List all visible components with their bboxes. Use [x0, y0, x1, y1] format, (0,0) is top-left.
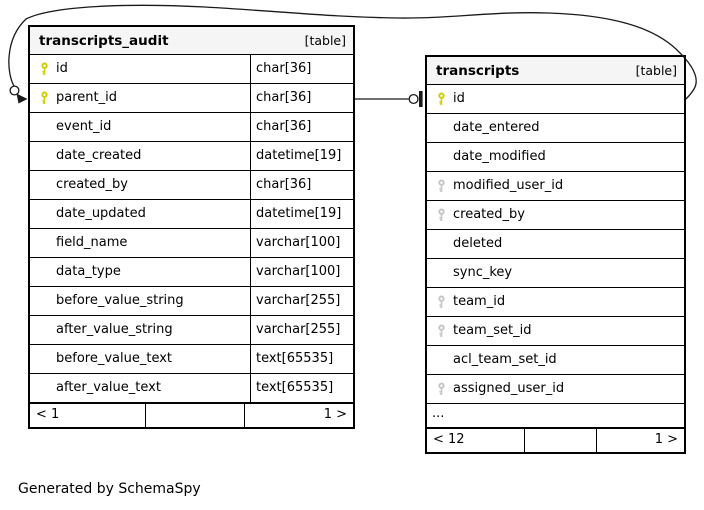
arrowhead	[16, 93, 28, 104]
table-row: acl_team_set_id	[427, 346, 684, 375]
column-type: varchar[100]	[256, 235, 341, 250]
column-name: date_updated	[56, 206, 146, 221]
pagination-row: < 1 1 >	[30, 403, 353, 427]
column-name: deleted	[453, 236, 503, 251]
table-row: data_type varchar[100]	[30, 258, 353, 287]
pagination-next[interactable]: 1 >	[244, 404, 353, 427]
table-row: after_value_text text[65535]	[30, 374, 353, 403]
implied-key-icon	[436, 382, 447, 396]
table-row: date_created datetime[19]	[30, 142, 353, 171]
table-row: date_updated datetime[19]	[30, 200, 353, 229]
relationship-line-parent-id-to-id	[355, 91, 423, 107]
table-node-transcripts[interactable]: transcripts [table] id date_entered date…	[425, 55, 686, 454]
table-type-badge: [table]	[304, 33, 346, 48]
column-type: char[36]	[256, 119, 312, 134]
column-name: parent_id	[56, 90, 117, 105]
column-type: varchar[255]	[256, 293, 341, 308]
table-row: assigned_user_id	[427, 375, 684, 404]
column-type: char[36]	[256, 61, 312, 76]
table-node-transcripts-audit[interactable]: transcripts_audit [table] id char[36] pa…	[28, 25, 355, 429]
zero-or-more-circle	[9, 85, 20, 96]
table-row: date_entered	[427, 114, 684, 143]
column-name: team_id	[453, 294, 506, 309]
column-type: datetime[19]	[256, 148, 342, 163]
column-name: id	[453, 91, 465, 106]
column-type: datetime[19]	[256, 206, 342, 221]
column-name: field_name	[56, 235, 128, 250]
column-name: created_by	[56, 177, 128, 192]
table-row: created_by	[427, 201, 684, 230]
column-name: event_id	[56, 119, 112, 134]
pagination-prev[interactable]: < 1	[36, 407, 60, 422]
table-row: id char[36]	[30, 55, 353, 84]
primary-key-icon	[436, 92, 447, 106]
column-type: text[65535]	[256, 380, 334, 395]
column-name: date_modified	[453, 149, 546, 164]
ellipsis-text: ...	[432, 406, 445, 421]
implied-key-icon	[436, 179, 447, 193]
table-row: date_modified	[427, 143, 684, 172]
table-row: id	[427, 85, 684, 114]
column-name: before_value_text	[56, 351, 173, 366]
table-row: parent_id char[36]	[30, 84, 353, 113]
table-header[interactable]: transcripts [table]	[427, 57, 684, 85]
pagination-prev[interactable]: < 12	[433, 432, 465, 447]
table-row: modified_user_id	[427, 172, 684, 201]
table-row: team_id	[427, 288, 684, 317]
table-row: before_value_text text[65535]	[30, 345, 353, 374]
table-row: deleted	[427, 230, 684, 259]
column-name: acl_team_set_id	[453, 352, 557, 367]
implied-key-icon	[436, 295, 447, 309]
table-row: team_set_id	[427, 317, 684, 346]
column-name: assigned_user_id	[453, 381, 565, 396]
column-type: text[65535]	[256, 351, 334, 366]
column-name: sync_key	[453, 265, 513, 280]
table-row: before_value_string varchar[255]	[30, 287, 353, 316]
table-row: created_by char[36]	[30, 171, 353, 200]
pagination-next[interactable]: 1 >	[596, 429, 684, 452]
pagination-spacer	[524, 429, 596, 452]
one-tee-bar	[419, 91, 423, 107]
table-type-badge: [table]	[635, 63, 677, 78]
table-row: event_id char[36]	[30, 113, 353, 142]
pagination-row: < 12 1 >	[427, 428, 684, 452]
implied-key-icon	[436, 324, 447, 338]
column-name: date_entered	[453, 120, 540, 135]
column-type: char[36]	[256, 90, 312, 105]
column-name: team_set_id	[453, 323, 532, 338]
table-row: field_name varchar[100]	[30, 229, 353, 258]
table-row: sync_key	[427, 259, 684, 288]
pagination-spacer	[145, 404, 244, 427]
column-type: varchar[100]	[256, 264, 341, 279]
table-title[interactable]: transcripts_audit	[39, 32, 169, 49]
column-name: created_by	[453, 207, 525, 222]
table-title[interactable]: transcripts	[436, 62, 520, 79]
column-name: before_value_string	[56, 293, 184, 308]
column-name: date_created	[56, 148, 142, 163]
column-type: char[36]	[256, 177, 312, 192]
generated-by-caption: Generated by SchemaSpy	[18, 481, 201, 497]
table-header[interactable]: transcripts_audit [table]	[30, 27, 353, 55]
table-row-ellipsis: ...	[427, 404, 684, 428]
column-name: data_type	[56, 264, 121, 279]
primary-key-icon	[39, 91, 50, 105]
zero-or-more-circle	[408, 93, 419, 105]
primary-key-icon	[39, 62, 50, 76]
table-row: after_value_string varchar[255]	[30, 316, 353, 345]
implied-key-icon	[436, 208, 447, 222]
column-type: varchar[255]	[256, 322, 341, 337]
column-name: after_value_text	[56, 380, 161, 395]
column-name: id	[56, 61, 68, 76]
column-name: modified_user_id	[453, 178, 564, 193]
column-name: after_value_string	[56, 322, 173, 337]
